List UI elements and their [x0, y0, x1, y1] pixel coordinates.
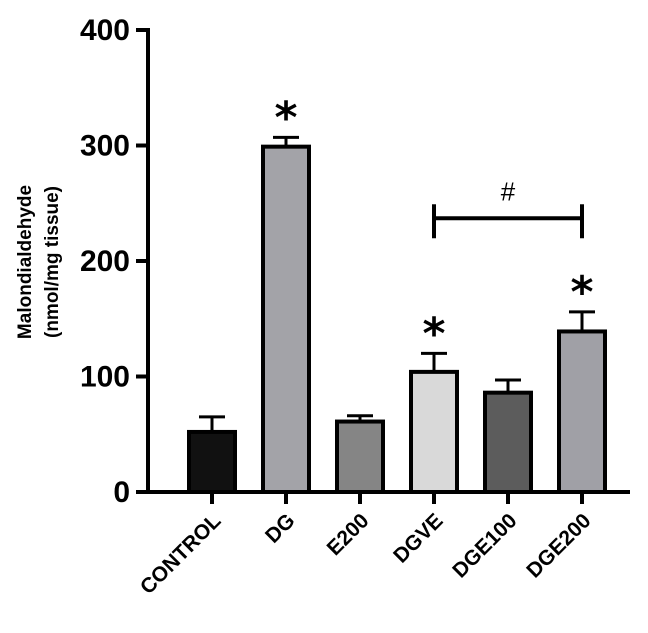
significance-marker: * [422, 308, 445, 359]
bar-dge100 [483, 390, 533, 495]
bars [187, 135, 607, 495]
y-axis-label-line-1: Malondialdehyde [15, 185, 36, 339]
bracket-label: # [501, 176, 516, 206]
y-tick-label: 400 [80, 14, 130, 47]
bar-dg [261, 144, 311, 494]
category-labels: CONTROL DG E200 DGVE DGE100 DGE200 [136, 509, 596, 599]
bar-dgve [409, 369, 459, 495]
category-label: DGE100 [448, 509, 521, 582]
y-tick-label: 100 [80, 361, 130, 394]
bar-control [187, 429, 237, 495]
bar-e200 [335, 419, 385, 495]
category-label: E200 [323, 509, 374, 560]
significance-marker: * [274, 92, 297, 143]
annotations: * * * # [274, 92, 593, 359]
significance-marker: * [570, 267, 593, 318]
bar-dge200 [557, 329, 607, 494]
y-axis: 0 100 200 300 400 [80, 14, 150, 509]
category-label: CONTROL [136, 509, 226, 599]
y-tick-label: 200 [80, 245, 130, 278]
y-tick-label: 300 [80, 130, 130, 163]
y-tick-label: 0 [113, 476, 130, 509]
category-label: DG [261, 509, 300, 548]
y-axis-label-line-2: (nmol/mg tissue) [42, 186, 63, 338]
category-label: DGVE [389, 509, 447, 567]
category-label: DGE200 [522, 509, 595, 582]
y-axis-label: Malondialdehyde (nmol/mg tissue) [15, 185, 63, 339]
